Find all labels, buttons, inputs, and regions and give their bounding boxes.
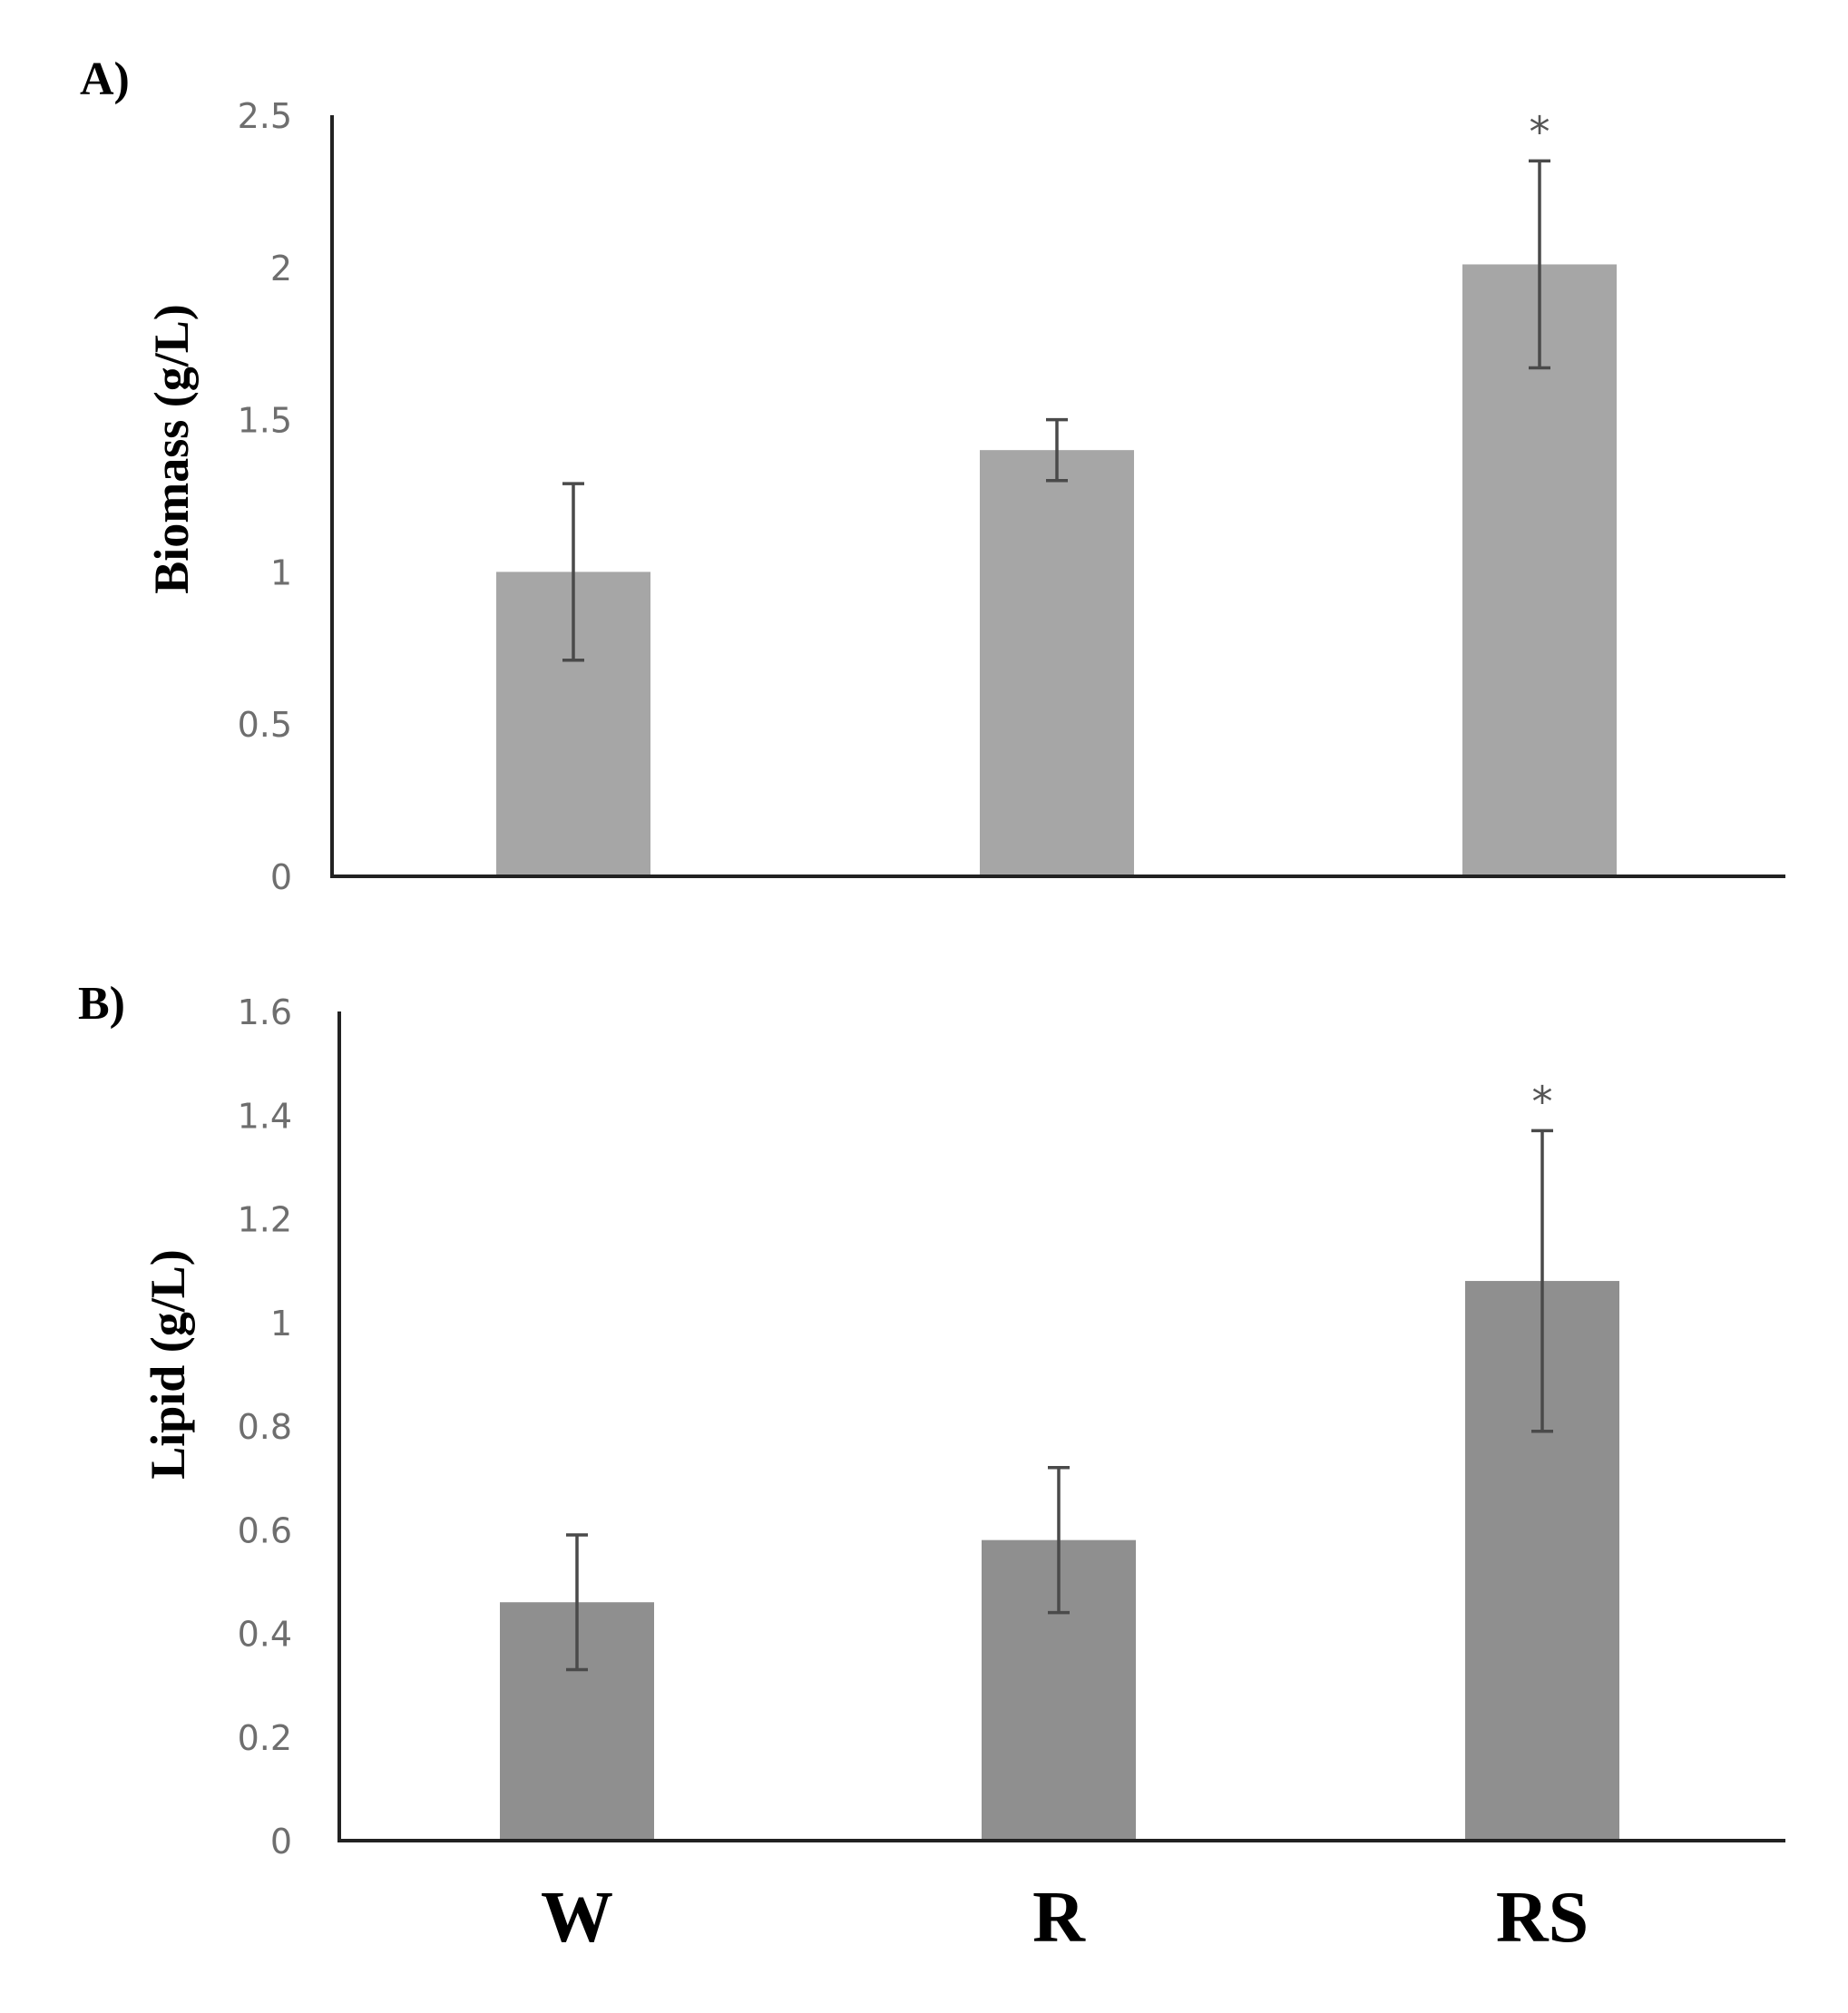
panel-a-y-tick-label: 1.5 (238, 401, 292, 441)
panel-b-y-tick-label: 1 (270, 1304, 292, 1344)
panel-b-marks: 0 0.2 0.4 0.6 0.8 1 1.2 1.4 1.6 W R * RS (238, 992, 1619, 1958)
panel-b-y-tick-label: 0.2 (238, 1718, 292, 1758)
panel-a-y-tick-label: 0.5 (238, 705, 292, 745)
panel-a: A) Biomass (g/L) 0 0.5 1 1.5 2 2.5 * (80, 54, 1785, 897)
panel-a-significance-marker: * (1530, 107, 1550, 156)
panel-b-significance-marker: * (1532, 1077, 1553, 1126)
panel-b-error-bar-rs (1531, 1129, 1553, 1433)
panel-b-y-tick-label: 0.4 (238, 1615, 292, 1655)
panel-a-y-tick-label: 0 (270, 857, 292, 897)
panel-b-y-axis-title: Lipid (g/L) (141, 1249, 195, 1480)
panel-b: B) Lipid (g/L) 0 0.2 0.4 0.6 0.8 1 1.2 1.4 1.6 W R… (78, 978, 1785, 1958)
panel-a-label: A) (80, 54, 130, 105)
panel-a-y-tick-label: 2.5 (238, 96, 292, 136)
panel-b-y-tick-label: 1.2 (238, 1200, 292, 1240)
panel-b-error-bar-w (566, 1533, 588, 1672)
panel-b-y-tick-label: 1.6 (238, 992, 292, 1032)
panel-a-y-axis-title: Biomass (g/L) (144, 304, 199, 594)
panel-a-bar-r (980, 450, 1134, 876)
panel-a-marks: 0 0.5 1 1.5 2 2.5 * (238, 96, 1617, 897)
x-tick-label-w: W (541, 1878, 613, 1958)
panel-b-label: B) (78, 978, 125, 1030)
panel-b-y-tick-label: 0 (270, 1822, 292, 1862)
panel-a-error-bar-r (1046, 417, 1068, 483)
x-tick-label-rs: RS (1496, 1878, 1589, 1958)
panel-b-error-bar-r (1048, 1465, 1070, 1615)
panel-a-error-bar-w (562, 482, 584, 662)
x-tick-label-r: R (1032, 1878, 1086, 1958)
panel-a-error-bar-rs (1529, 159, 1550, 370)
panel-a-y-tick-label: 1 (270, 552, 292, 592)
panel-b-y-tick-label: 0.8 (238, 1407, 292, 1447)
panel-b-y-tick-label: 1.4 (238, 1096, 292, 1136)
panel-a-y-tick-label: 2 (270, 249, 292, 288)
panel-b-y-tick-label: 0.6 (238, 1510, 292, 1550)
